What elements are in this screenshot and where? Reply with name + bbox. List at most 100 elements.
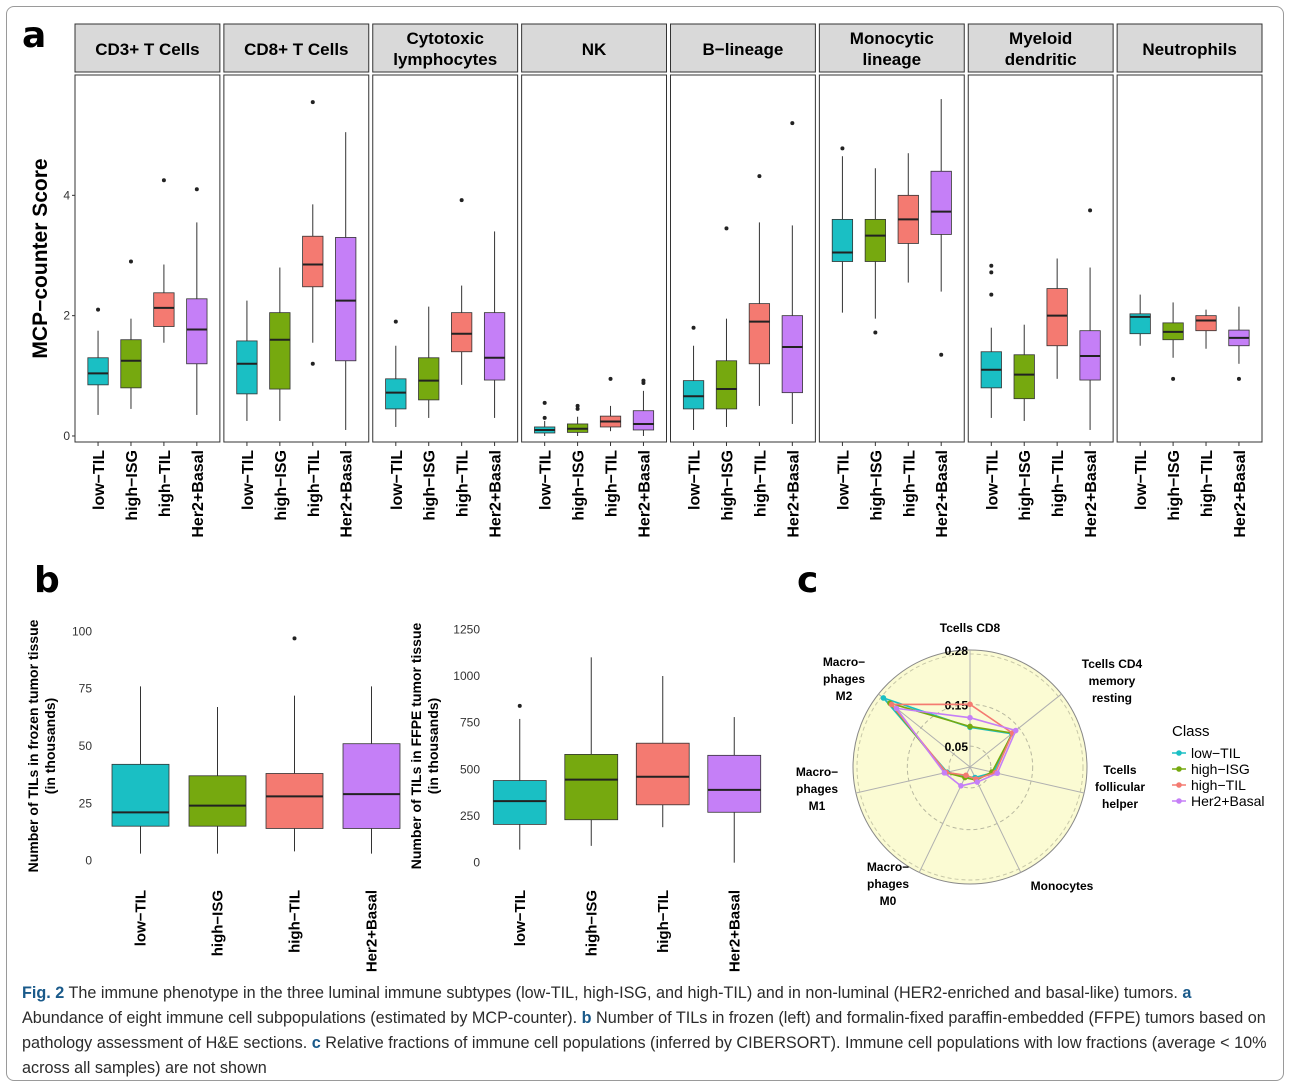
outlier-point: [542, 415, 547, 420]
radar-point: [967, 723, 973, 730]
outlier-point: [873, 330, 878, 335]
x-tick-label: Her2+Basal: [190, 450, 207, 538]
radar-series-line: [889, 703, 1014, 780]
outlier-point: [989, 263, 994, 268]
outlier-point: [161, 178, 166, 183]
facet-panel: [74, 74, 221, 443]
x-tick-label: high−TIL: [604, 450, 621, 517]
facet-title: lymphocytes: [393, 50, 497, 69]
panel-b-ffpe-chart: Number of TILs in FFPE tumor tissue (in t…: [408, 620, 762, 972]
outlier-point: [1236, 376, 1241, 381]
radar-point: [958, 783, 964, 789]
facet-strip: [670, 23, 816, 73]
outlier-point: [989, 270, 994, 275]
facet-title: dendritic: [1005, 50, 1077, 69]
radar-series-line: [894, 707, 1017, 787]
figure-caption: Fig. 2 The immune phenotype in the three…: [22, 981, 1272, 1081]
x-tick-label: Her2+Basal: [934, 450, 951, 538]
facet-title: CD3+ T Cells: [95, 40, 199, 59]
y-tick-label: 750: [460, 716, 480, 730]
panel-label-a: a: [22, 15, 46, 56]
box-1: [269, 312, 291, 390]
box-1: [120, 339, 142, 389]
caption-text-a: Abundance of eight immune cell subpopula…: [22, 1009, 582, 1027]
x-tick-label: low−TIL: [538, 450, 555, 510]
y-tick-label: 1000: [453, 669, 480, 683]
outlier-point: [393, 319, 398, 324]
panel-label-b: b: [34, 560, 60, 601]
panel-b-frozen-chart: Number of TILs in frozen tumor tissue (in…: [25, 619, 401, 972]
box-3: [930, 170, 952, 235]
facet-title: CD8+ T Cells: [244, 40, 348, 59]
facet-panel: [1116, 74, 1263, 443]
radar-axis-label: phages: [823, 672, 865, 686]
outlier-point: [575, 403, 580, 408]
box-1: [188, 775, 247, 827]
facet-strip: [74, 23, 221, 73]
box-1: [864, 218, 886, 262]
radar-axis-label: Macro−: [823, 655, 865, 669]
caption-label-c: c: [311, 1034, 321, 1052]
x-tick-label: high−TIL: [1050, 450, 1067, 517]
box-0: [682, 380, 705, 410]
outlier-point: [542, 400, 547, 405]
outlier-point: [96, 307, 101, 312]
caption-text-intro: The immune phenotype in the three lumina…: [64, 984, 1183, 1002]
x-tick-label: low−TIL: [1133, 450, 1150, 510]
box-2: [1046, 288, 1068, 347]
radar-axis-label: Tcells CD8: [940, 621, 1001, 635]
facet-strip: [223, 23, 370, 73]
radar-point: [994, 770, 1001, 777]
x-tick-label: low−TIL: [389, 450, 406, 510]
x-tick-label: high−TIL: [157, 450, 174, 517]
outlier-point: [292, 636, 297, 641]
facet-title: Monocytic: [850, 29, 934, 48]
radar-point: [1012, 727, 1019, 734]
outlier-point: [790, 121, 795, 126]
radar-axis-label: Tcells CD4: [1082, 657, 1143, 671]
y-tick-label: 250: [460, 809, 480, 823]
box-1: [715, 360, 738, 410]
x-tick-label: Her2+Basal: [364, 890, 381, 972]
legend-entry: low−TIL: [1191, 745, 1241, 761]
box-0: [831, 218, 854, 262]
caption-label-a: a: [1182, 984, 1192, 1002]
facet-title: B−lineage: [703, 40, 784, 59]
outlier-point: [459, 198, 464, 203]
facet-strip: [818, 23, 965, 73]
radar-ring-label: 0.15: [945, 698, 969, 712]
figure-frame: [6, 6, 1284, 1081]
outlier-point: [517, 703, 522, 708]
box-1: [418, 357, 440, 401]
x-tick-label: low−TIL: [91, 450, 108, 510]
x-tick-label: high−ISG: [571, 450, 588, 521]
facet-strip: [967, 23, 1114, 73]
box-3: [707, 754, 762, 813]
x-tick-label: high−ISG: [273, 450, 290, 521]
x-tick-label: high−ISG: [1017, 450, 1034, 521]
box-0: [111, 763, 170, 827]
legend-swatch-dot: [1176, 750, 1182, 756]
facet-strip: [1116, 23, 1263, 73]
radar-point: [893, 705, 900, 712]
radar-ring-label: 0.28: [945, 644, 969, 658]
panel-a-mcp-counter-chart: MCP−counter Score 0 2 4 CD3+ T Cells low−TIL h…: [29, 23, 1263, 538]
box-3: [483, 312, 506, 381]
legend-entry: high−TIL: [1191, 777, 1246, 793]
radar-ring-outer: [856, 653, 1084, 881]
box-3: [186, 298, 208, 365]
facet-title: Myeloid: [1009, 29, 1072, 48]
box-1: [1013, 354, 1035, 400]
figure-canvas: a b c MCP−counter Score 0 2 4 CD3+ T Cells lo…: [22, 15, 1265, 972]
y-tick-label: 50: [79, 739, 93, 753]
radar-ring-label: 0.05: [945, 740, 969, 754]
legend-entry: Her2+Basal: [1191, 793, 1265, 809]
box-2: [748, 303, 771, 365]
x-tick-label: high−TIL: [455, 450, 472, 517]
y-tick-label: 0: [63, 429, 70, 443]
y-axis-label: MCP−counter Score: [29, 158, 52, 358]
x-tick-label: high−TIL: [1199, 450, 1216, 517]
radar-point: [963, 772, 969, 779]
outlier-point: [939, 352, 944, 357]
x-tick-label: high−TIL: [655, 890, 672, 953]
